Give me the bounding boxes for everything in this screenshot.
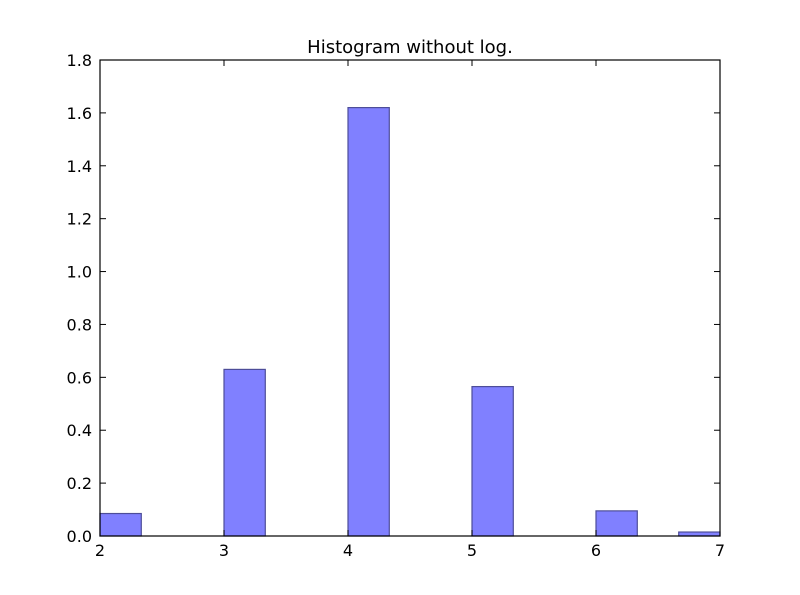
histogram-bar-0 [99, 512, 142, 537]
bars-group [99, 106, 721, 537]
chart-title: Histogram without log. [307, 37, 513, 58]
y-tick-label-5: 1.0 [67, 263, 92, 282]
y-tick-label-1: 0.2 [67, 474, 92, 493]
histogram-bar-3 [471, 385, 514, 537]
y-tick-label-3: 0.6 [67, 368, 92, 387]
ticks-group: 2 3 4 5 6 7 0.0 0.2 0.4 0.6 0.8 1.0 1.2 1.4 1.6 1.8 [67, 51, 726, 560]
y-tick-label-8: 1.6 [67, 104, 92, 123]
y-tick-label-4: 0.8 [67, 315, 92, 334]
plot-area-frame [99, 59, 721, 537]
histogram-bar-2 [347, 106, 390, 537]
y-tick-label-7: 1.4 [67, 157, 92, 176]
x-tick-label-2: 4 [343, 541, 353, 560]
x-tick-label-0: 2 [95, 541, 105, 560]
y-tick-label-0: 0.0 [67, 527, 92, 546]
histogram-bar-4 [595, 510, 638, 537]
y-tick-label-2: 0.4 [67, 421, 92, 440]
x-tick-label-3: 5 [467, 541, 477, 560]
y-tick-label-6: 1.2 [67, 210, 92, 229]
y-tick-label-9: 1.8 [67, 51, 92, 70]
x-tick-label-4: 6 [591, 541, 601, 560]
x-tick-label-1: 3 [219, 541, 229, 560]
x-tick-label-5: 7 [715, 541, 725, 560]
histogram-bar-1 [223, 368, 266, 537]
